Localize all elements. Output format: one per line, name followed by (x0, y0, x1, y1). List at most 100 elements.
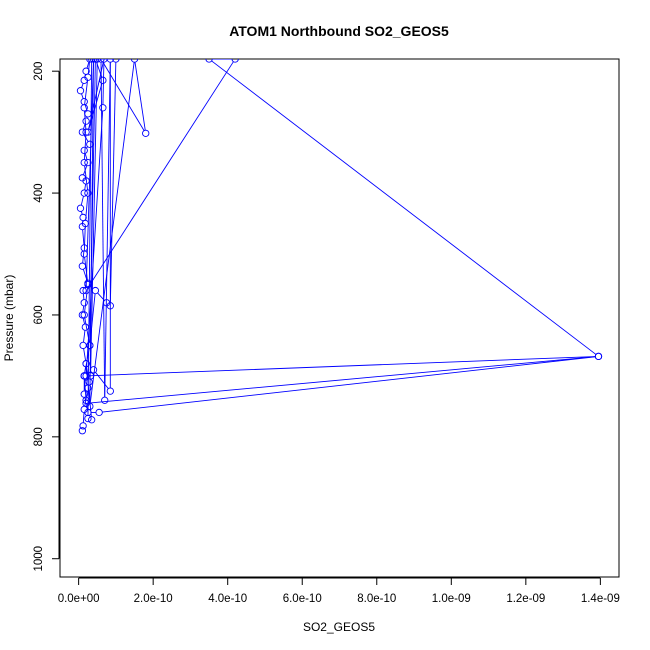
data-point (80, 250, 88, 258)
data-point (106, 387, 114, 395)
x-tick-label: 2.0e-10 (134, 593, 173, 605)
y-tick-label: 200 (33, 62, 45, 81)
series-line-segment (81, 93, 84, 99)
series-line-segment (84, 153, 88, 160)
series-line-segment (102, 356, 596, 413)
data-point (86, 341, 94, 350)
y-axis: 200 400 600 800 1000 (33, 62, 60, 572)
data-point (80, 299, 88, 307)
data-point (112, 59, 120, 63)
data-point (80, 158, 88, 167)
series-line-segment (134, 62, 146, 131)
series-line-segment (84, 183, 87, 190)
data-point (79, 213, 87, 222)
series-line-segment (84, 397, 86, 401)
series-line-segment (89, 356, 596, 377)
series-line-segment (102, 61, 145, 131)
series-line-segment (82, 293, 85, 300)
series-line-segment (211, 60, 597, 355)
data-point (78, 427, 87, 435)
data-point (95, 408, 103, 417)
data-point (106, 59, 114, 63)
y-tick-label: 600 (33, 305, 45, 324)
data-point (80, 146, 88, 155)
series-line-segment (81, 83, 84, 88)
data-point (81, 219, 89, 228)
series-line-segment (86, 61, 90, 69)
series-line-segment (89, 293, 96, 343)
data-point (594, 352, 603, 361)
y-tick-label: 1000 (33, 546, 45, 572)
data-point (79, 422, 87, 430)
series-line-segment (100, 62, 106, 398)
series-line-segment (82, 317, 86, 325)
data-point (82, 372, 90, 380)
data-point (97, 59, 105, 63)
data-point (82, 128, 90, 136)
series-line-segment (84, 80, 89, 105)
data-point (99, 76, 107, 84)
data-point (82, 360, 90, 368)
data-point (89, 366, 98, 374)
x-tick-label: 0.0e+00 (58, 593, 100, 605)
data-point (84, 158, 92, 167)
y-tick-label: 800 (33, 427, 45, 446)
data-point (205, 59, 213, 63)
data-point (86, 402, 94, 411)
data-point (86, 140, 94, 148)
series-line-segment (84, 257, 89, 282)
data-point (78, 311, 87, 319)
y-tick-label: 400 (33, 183, 45, 202)
data-point (88, 416, 96, 424)
series-line-segment (87, 61, 234, 289)
data-point (88, 59, 96, 63)
data-point (142, 129, 150, 137)
x-axis: 0.0e+00 2.0e-10 4.0e-10 6.0e-10 8.0e-10 1.0e-… (58, 577, 620, 605)
data-point (80, 104, 88, 112)
data-point (100, 59, 108, 63)
data-point (79, 341, 87, 350)
data-point (91, 286, 100, 295)
series-line-segment (85, 62, 94, 288)
data-point (93, 59, 101, 63)
data-point (84, 110, 92, 118)
x-tick-label: 1.2e-09 (506, 593, 545, 605)
data-point (99, 104, 107, 112)
data-point (85, 378, 93, 386)
data-point (106, 302, 114, 310)
data-point (80, 390, 88, 398)
y-axis-label: Pressure (mbar) (2, 275, 16, 362)
data-point (84, 414, 92, 423)
series-line-segment (87, 62, 93, 416)
data-point (76, 87, 85, 95)
data-point (89, 59, 98, 63)
data-point (86, 372, 95, 380)
series-line-segment (82, 305, 85, 312)
data-point (81, 323, 89, 331)
plot-frame (59, 58, 620, 578)
x-tick-label: 4.0e-10 (208, 593, 247, 605)
series-line-segment (87, 62, 90, 75)
x-tick-label: 1.4e-09 (581, 593, 620, 605)
series-line-segment (89, 62, 96, 343)
x-tick-label: 1.0e-09 (432, 593, 471, 605)
series-layer (76, 59, 603, 435)
data-point (79, 286, 87, 295)
x-tick-label: 8.0e-10 (357, 593, 396, 605)
series-line-segment (82, 124, 86, 130)
x-axis-label: SO2_GEOS5 (303, 620, 375, 634)
data-point (82, 286, 90, 295)
data-point (76, 204, 85, 212)
data-point (91, 59, 100, 63)
data-point (78, 262, 87, 270)
data-point (84, 189, 92, 197)
data-point (86, 59, 94, 63)
data-point (231, 59, 239, 63)
series-line-segment (97, 292, 105, 301)
series-line-segment (90, 62, 98, 373)
series-line-segment (82, 229, 85, 245)
series-line-segment (80, 211, 83, 215)
data-point (80, 311, 88, 319)
data-point (84, 128, 92, 136)
series-line-segment (104, 62, 111, 398)
